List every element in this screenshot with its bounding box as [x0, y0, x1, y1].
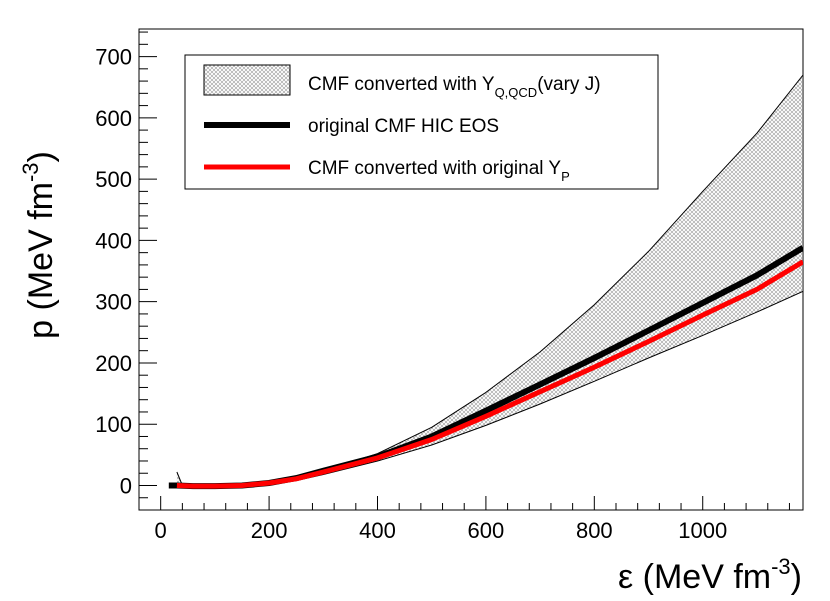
y-tick-label: 0: [120, 473, 132, 498]
legend-label-band: CMF converted with YQ,QCD(vary J): [308, 74, 601, 100]
x-tick-label: 1000: [678, 518, 727, 543]
y-tick-label: 300: [95, 290, 132, 315]
series-original-yp-line: [176, 259, 803, 489]
y-tick-label: 400: [95, 228, 132, 253]
y-tick-label: 100: [95, 412, 132, 437]
legend-label-red: CMF converted with original YP: [308, 158, 570, 184]
x-axis-label: ε (MeV fm-3): [618, 554, 802, 596]
x-tick-label: 200: [251, 518, 288, 543]
x-tick-label: 800: [576, 518, 613, 543]
legend: CMF converted with YQ,QCD(vary J) origin…: [184, 54, 659, 190]
y-tick-label: 500: [95, 167, 132, 192]
y-tick-label: 700: [95, 45, 132, 70]
y-tick-label: 600: [95, 106, 132, 131]
x-tick-label: 600: [468, 518, 505, 543]
y-tick-label: 200: [95, 351, 132, 376]
band-fill: [176, 75, 803, 487]
x-tick-label: 400: [359, 518, 396, 543]
legend-swatch-band: [203, 64, 291, 96]
x-tick-label: 0: [155, 518, 167, 543]
y-axis-label: p (MeV fm-3): [18, 151, 60, 339]
legend-label-black: original CMF HIC EOS: [308, 116, 499, 137]
